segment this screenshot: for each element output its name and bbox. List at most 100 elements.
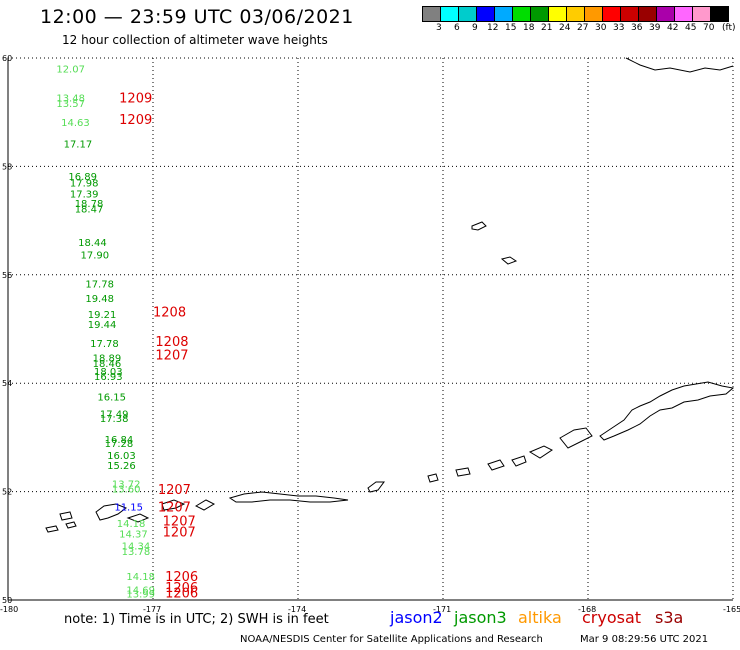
satellite-name: cryosat xyxy=(582,608,642,627)
wave-height-label: 14.63 xyxy=(61,118,90,129)
legend-swatch xyxy=(459,7,477,21)
coastline-shape xyxy=(471,221,487,231)
wave-height-label: 16.84 xyxy=(105,435,134,446)
wave-height-label: 13.78 xyxy=(122,547,151,558)
wave-height-label: 16.15 xyxy=(97,393,126,404)
legend-swatch xyxy=(675,7,693,21)
wave-height-label: 16.03 xyxy=(107,451,136,462)
satellite-name: altika xyxy=(518,608,562,627)
coastline-shape xyxy=(599,381,735,441)
wave-height-label: 17.49 xyxy=(100,409,129,420)
wave-height-label: 15.26 xyxy=(107,461,136,472)
latitude-label: 52 xyxy=(2,488,12,497)
wave-height-label: 18.78 xyxy=(75,199,104,210)
legend-tick: 9 xyxy=(472,23,478,33)
legend-swatch xyxy=(603,7,621,21)
legend-swatch xyxy=(477,7,495,21)
legend-tick: 6 xyxy=(454,23,460,33)
wave-height-label: 14.34 xyxy=(122,542,151,553)
longitude-label: -171 xyxy=(433,605,451,614)
legend-swatch xyxy=(711,7,728,21)
wave-height-label: 18.89 xyxy=(93,354,122,365)
legend-tick: 36 xyxy=(631,23,643,33)
time-label: 1208 xyxy=(155,335,188,350)
wave-height-label: 13.57 xyxy=(56,99,85,110)
wave-height-label: 17.90 xyxy=(81,251,110,262)
time-label: 1207 xyxy=(158,501,191,516)
legend-swatch xyxy=(639,7,657,21)
longitude-label: -177 xyxy=(143,605,161,614)
longitude-label: -165 xyxy=(723,605,740,614)
legend-unit: (ft) xyxy=(722,23,736,33)
satellite-name: jason2 xyxy=(390,608,443,627)
footer-credit: NOAA/NESDIS Center for Satellite Applica… xyxy=(240,634,543,645)
map-frame xyxy=(7,58,733,601)
longitude-label: -168 xyxy=(578,605,596,614)
wave-height-label: 17.39 xyxy=(70,189,99,200)
legend-tick: 42 xyxy=(667,23,679,33)
legend-tick: 15 xyxy=(505,23,517,33)
map-subtitle: 12 hour collection of altimeter wave hei… xyxy=(62,33,328,47)
legend-swatch xyxy=(693,7,711,21)
coastline-shape xyxy=(95,503,128,521)
footer-note: note: 1) Time is in UTC; 2) SWH is in fe… xyxy=(64,612,329,627)
wave-height-label: 17.78 xyxy=(90,339,119,350)
color-legend-labels: 3 6 9 12 15 18 21 24 27 30 33 36 39 42 45 70 (ft) xyxy=(422,23,740,35)
satellite-name: s3a xyxy=(655,608,684,627)
legend-tick: 30 xyxy=(595,23,607,33)
wave-height-label: 12.07 xyxy=(56,65,85,76)
time-label: 1206 xyxy=(165,570,198,585)
footer-timestamp: Mar 9 08:29:56 UTC 2021 xyxy=(580,634,709,645)
wave-height-label: 11.15 xyxy=(114,503,143,514)
legend-swatch xyxy=(423,7,441,21)
longitude-label: -180 xyxy=(0,605,18,614)
legend-tick: 39 xyxy=(649,23,661,33)
coastline-shape xyxy=(511,455,527,467)
legend-swatch xyxy=(621,7,639,21)
legend-tick: 24 xyxy=(559,23,571,33)
time-label: 1207 xyxy=(158,483,191,498)
time-label: 1207 xyxy=(163,515,196,530)
wave-height-label: 17.28 xyxy=(105,439,134,450)
wave-height-label: 19.21 xyxy=(88,310,117,321)
coastline xyxy=(45,57,735,533)
time-label: 1209 xyxy=(119,113,152,128)
latitude-label: 54 xyxy=(2,379,12,388)
coastline-shape xyxy=(487,459,505,471)
coastline-shape xyxy=(500,256,518,265)
wave-height-label: 14.69 xyxy=(126,585,155,596)
wave-height-label: 14.18 xyxy=(117,519,146,530)
wave-height-label: 14.18 xyxy=(126,572,155,583)
time-labels: 1209120912081208120712071207120712071206… xyxy=(119,91,198,601)
wave-height-label: 14.37 xyxy=(119,530,148,541)
legend-tick: 21 xyxy=(541,23,553,33)
latitude-label: 60 xyxy=(2,54,12,63)
coastline-shape xyxy=(455,467,471,477)
wave-height-label: 13.60 xyxy=(112,485,141,496)
legend-tick: 45 xyxy=(685,23,697,33)
color-legend xyxy=(422,6,729,22)
legend-tick: 33 xyxy=(613,23,625,33)
legend-tick: 12 xyxy=(487,23,499,33)
map-title: 12:00 — 23:59 UTC 03/06/2021 xyxy=(40,6,354,28)
coastline-shape xyxy=(367,481,385,493)
time-label: 1206 xyxy=(165,586,198,601)
latitude-label: 56 xyxy=(2,271,12,280)
legend-swatch xyxy=(657,7,675,21)
legend-swatch xyxy=(441,7,459,21)
latitude-label: 50 xyxy=(2,596,12,605)
legend-swatch xyxy=(531,7,549,21)
wave-height-label: 13.48 xyxy=(56,93,85,104)
wave-height-label: 13.72 xyxy=(112,479,141,490)
legend-tick: 27 xyxy=(577,23,589,33)
wave-height-label: 17.78 xyxy=(85,279,114,290)
wave-height-label: 19.48 xyxy=(85,294,114,305)
wave-height-label: 16.93 xyxy=(94,372,123,383)
wave-height-label: 13.99 xyxy=(126,589,155,600)
coastline-shape xyxy=(559,427,593,449)
satellite-name: jason3 xyxy=(454,608,507,627)
legend-tick: 18 xyxy=(523,23,535,33)
coastline-shape xyxy=(528,445,553,459)
